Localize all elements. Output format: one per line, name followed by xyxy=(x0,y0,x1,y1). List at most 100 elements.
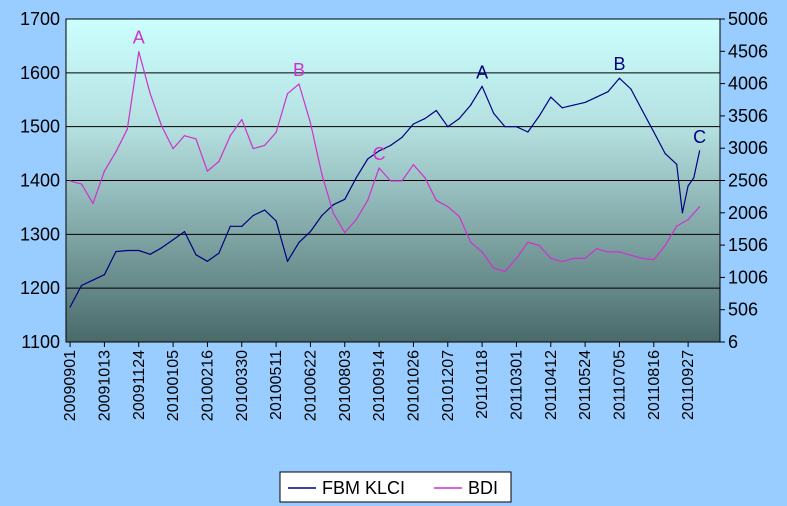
annotation-label: A xyxy=(476,62,488,82)
data-point xyxy=(447,206,449,208)
data-point xyxy=(286,93,289,95)
data-point xyxy=(435,199,437,201)
data-point xyxy=(183,231,186,233)
data-point xyxy=(206,170,208,172)
data-point xyxy=(538,115,540,117)
data-point xyxy=(218,252,220,254)
x-tick-label: 20091013 xyxy=(96,350,113,421)
data-point xyxy=(493,112,495,114)
data-point xyxy=(218,160,220,163)
data-point xyxy=(80,183,83,185)
data-point xyxy=(378,150,380,152)
data-point xyxy=(515,126,518,128)
data-point xyxy=(481,85,483,87)
data-point xyxy=(607,251,609,253)
data-point xyxy=(355,177,357,179)
data-point xyxy=(309,122,311,124)
data-point xyxy=(641,257,643,259)
data-point xyxy=(298,241,300,243)
x-tick-label: 20110412 xyxy=(543,350,560,420)
data-point xyxy=(481,251,483,253)
y-left-tick-label: 1200 xyxy=(20,278,60,298)
series-lines xyxy=(69,51,701,308)
data-point xyxy=(504,126,506,128)
data-point xyxy=(115,251,117,253)
data-point xyxy=(699,150,701,152)
data-point xyxy=(355,219,357,221)
annotations: A B C A B C xyxy=(133,28,706,164)
data-point xyxy=(458,118,460,120)
legend-label-bdi: BDI xyxy=(468,478,498,498)
data-point xyxy=(69,180,71,182)
data-point xyxy=(699,206,701,208)
annotation-label: B xyxy=(613,54,625,74)
x-tick-label: 20110301 xyxy=(508,350,525,420)
data-point xyxy=(126,249,128,252)
data-point xyxy=(92,279,94,281)
data-point xyxy=(206,260,208,262)
data-point xyxy=(504,270,506,272)
annotation-label: B xyxy=(293,60,305,80)
data-point xyxy=(412,123,414,125)
data-point xyxy=(367,158,369,160)
data-point xyxy=(664,244,666,247)
y-right-tick-label: 506 xyxy=(728,300,758,320)
data-point xyxy=(367,199,369,201)
data-point xyxy=(195,138,197,140)
y-left-tick-label: 1700 xyxy=(20,9,60,29)
y-left-tick-label: 1500 xyxy=(20,117,60,137)
data-point xyxy=(424,177,426,179)
y-right-tick-label: 5006 xyxy=(728,9,768,29)
data-point xyxy=(138,249,140,252)
data-point xyxy=(687,185,689,187)
data-point xyxy=(527,131,529,133)
data-point xyxy=(264,144,266,146)
data-point xyxy=(252,214,254,217)
data-point xyxy=(126,128,128,130)
annotation-label: C xyxy=(373,144,386,164)
data-point xyxy=(92,202,94,205)
data-point xyxy=(275,131,277,133)
x-tick-label: 20100216 xyxy=(199,350,216,421)
data-point xyxy=(596,248,598,250)
annotation-label: C xyxy=(693,127,706,147)
data-point xyxy=(172,239,174,241)
data-point xyxy=(401,180,403,182)
data-point xyxy=(561,107,563,109)
data-point xyxy=(618,77,621,79)
data-point xyxy=(344,232,346,234)
y-left-tick-label: 1400 xyxy=(20,171,60,191)
data-point xyxy=(389,144,392,147)
y-left-tick-label: 1600 xyxy=(20,63,60,83)
data-point xyxy=(538,244,540,247)
series-line-fbm-klci xyxy=(69,77,701,308)
y-right-tick-label: 3006 xyxy=(728,138,768,158)
data-point xyxy=(161,247,163,249)
data-point xyxy=(470,104,472,106)
plot-border xyxy=(65,18,721,343)
y-right-tick-label: 1006 xyxy=(728,267,768,287)
data-point xyxy=(321,173,323,175)
data-point xyxy=(653,259,655,261)
x-tick-label: 20100330 xyxy=(234,350,251,421)
data-point xyxy=(69,306,71,308)
y-left-tick-label: 1100 xyxy=(21,332,60,352)
data-point xyxy=(149,93,151,95)
data-point xyxy=(693,177,695,179)
data-point xyxy=(527,241,529,243)
x-tick-label: 20091124 xyxy=(131,350,148,420)
x-tick-label: 20110524 xyxy=(577,350,594,420)
legend-label-fbm-klci: FBM KLCI xyxy=(322,478,405,498)
data-point xyxy=(458,215,460,217)
x-tick-label: 20110118 xyxy=(474,350,491,419)
data-point xyxy=(676,225,678,227)
data-point xyxy=(584,101,586,103)
x-tick-label: 20100105 xyxy=(165,350,182,421)
y-right-tick-label: 2006 xyxy=(728,203,768,223)
data-point xyxy=(298,83,300,85)
data-point xyxy=(424,118,426,120)
x-tick-label: 20100622 xyxy=(302,350,319,421)
legend: FBM KLCI BDI xyxy=(279,471,512,503)
y-right-tick-label: 1506 xyxy=(728,235,768,255)
